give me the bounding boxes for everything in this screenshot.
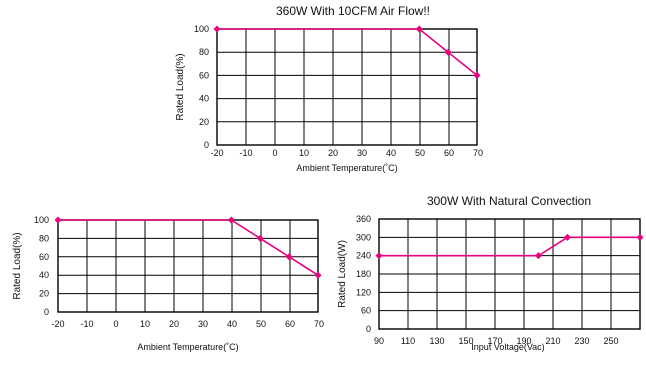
y-tick-label: 180 — [356, 269, 371, 279]
x-tick-label: 170 — [487, 336, 502, 346]
plot-frame — [216, 28, 478, 146]
x-tick-label: 0 — [113, 319, 118, 329]
x-tick-label: 150 — [458, 336, 473, 346]
chart-2: 0 20 40 60 80 100 -20 -10 0 10 20 30 40 50 60 70 Ambient… — [12, 215, 324, 352]
x-tick-label: -10 — [239, 148, 252, 158]
y-tick-label: 60 — [361, 306, 371, 316]
data-point — [473, 71, 481, 79]
x-tick-label: 110 — [401, 336, 415, 346]
x-tick-label: 230 — [574, 336, 589, 346]
y-tick-label: 100 — [34, 215, 49, 225]
x-tick-label: -20 — [51, 319, 64, 329]
x-tick-label: 250 — [603, 336, 618, 346]
y-tick-label: 20 — [199, 117, 209, 127]
x-tick-label: 70 — [473, 148, 483, 158]
series-line — [217, 28, 478, 77]
y-tick-label: 60 — [39, 252, 49, 262]
x-tick-label: 0 — [272, 148, 277, 158]
data-point — [415, 25, 423, 33]
x-tick-label: 20 — [328, 148, 338, 158]
y-axis-label: Rated Load(%) — [12, 232, 23, 299]
x-tick-label: 70 — [314, 319, 324, 329]
x-tick-label: 60 — [444, 148, 454, 158]
chart-title: 360W With 10CFM Air Flow!! — [276, 4, 430, 18]
y-tick-label: 40 — [199, 94, 209, 104]
y-tick-label: 360 — [356, 214, 371, 224]
x-tick-label: 30 — [357, 148, 367, 158]
x-tick-label: 50 — [415, 148, 425, 158]
x-tick-label: 40 — [386, 148, 396, 158]
y-tick-label: 0 — [44, 307, 49, 317]
x-tick-label: 60 — [285, 319, 295, 329]
y-tick-label: 0 — [366, 324, 371, 334]
data-point — [375, 252, 383, 260]
data-point — [636, 233, 644, 241]
x-tick-label: -10 — [80, 319, 93, 329]
data-point — [444, 48, 452, 56]
x-tick-label: 210 — [545, 336, 560, 346]
data-point — [54, 216, 62, 224]
plot-frame — [57, 219, 319, 313]
x-tick-label: 40 — [227, 319, 237, 329]
chart-3: 0 60 120 180 240 300 360 90 110 130 150 170 190 210 23… — [337, 194, 644, 352]
x-tick-label: 20 — [169, 319, 179, 329]
y-axis-label: Rated Load(%) — [175, 53, 186, 120]
chart-1: 0 20 40 60 80 100 -20 -10 0 10 20 30 40 50 60 70 360W Wi… — [175, 4, 483, 173]
data-point — [564, 233, 571, 241]
x-axis-label: Ambient Temperature(˚C) — [137, 342, 238, 352]
y-tick-label: 20 — [39, 289, 49, 299]
data-point — [213, 25, 221, 33]
y-tick-label: 100 — [194, 24, 209, 34]
chart-title: 300W With Natural Convection — [427, 194, 591, 208]
x-tick-label: 130 — [429, 336, 444, 346]
data-point — [314, 271, 322, 279]
data-point — [535, 252, 542, 260]
y-tick-label: 0 — [204, 140, 209, 150]
y-tick-label: 240 — [356, 251, 371, 261]
data-point — [256, 234, 264, 242]
series-line — [58, 219, 319, 276]
y-tick-label: 40 — [39, 270, 49, 280]
y-tick-label: 120 — [356, 287, 371, 297]
plot-frame — [378, 218, 641, 330]
data-point — [227, 216, 235, 224]
x-tick-label: 30 — [198, 319, 208, 329]
series-line — [379, 236, 640, 257]
x-tick-label: 90 — [374, 336, 384, 346]
x-tick-label: 10 — [299, 148, 309, 158]
x-tick-label: -20 — [210, 148, 223, 158]
x-tick-label: 190 — [516, 336, 531, 346]
y-tick-label: 80 — [199, 47, 209, 57]
y-tick-label: 60 — [199, 70, 209, 80]
data-point — [285, 253, 293, 261]
y-axis-label: Rated Load(W) — [337, 240, 348, 308]
y-tick-label: 80 — [39, 233, 49, 243]
x-tick-label: 10 — [140, 319, 150, 329]
x-axis-label: Input Voltage(Vac) — [471, 342, 544, 352]
x-tick-label: 50 — [256, 319, 266, 329]
y-tick-label: 300 — [356, 232, 371, 242]
x-axis-label: Ambient Temperature(˚C) — [296, 163, 397, 173]
